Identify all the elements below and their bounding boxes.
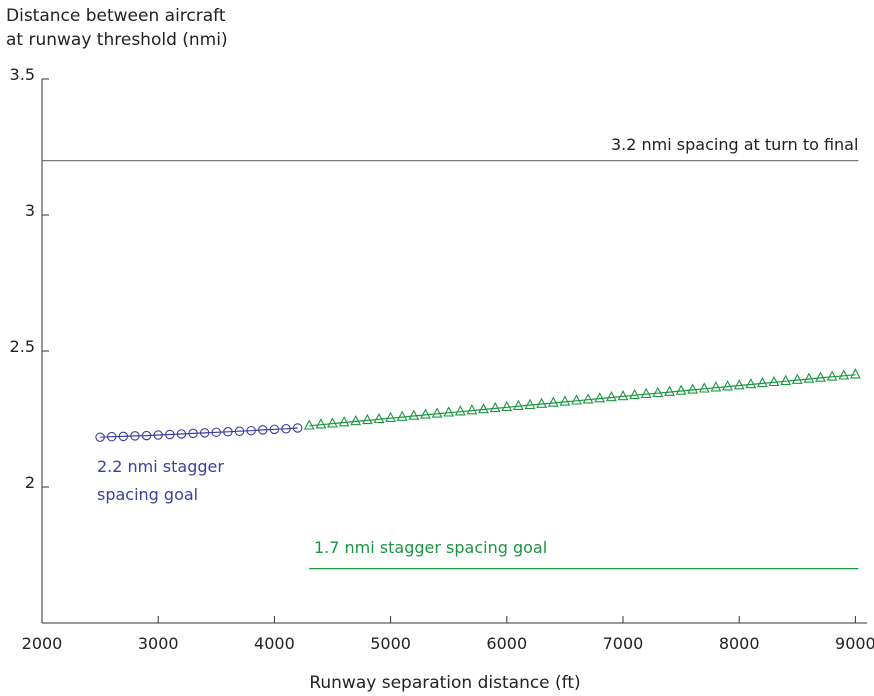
data-point-circle	[199, 428, 210, 438]
data-point-triangle	[803, 372, 815, 383]
data-point-circle	[234, 426, 245, 436]
data-point-triangle	[594, 392, 606, 403]
series-label-line-2: spacing goal	[97, 485, 198, 504]
series-label-line-1: 2.2 nmi stagger	[97, 457, 224, 476]
data-point-triangle	[640, 387, 652, 399]
data-point-triangle	[489, 401, 501, 413]
data-point-circle	[153, 430, 163, 440]
data-point-triangle	[756, 376, 768, 388]
series-triangles	[303, 368, 861, 430]
x-tick-label: 3000	[138, 634, 179, 653]
y-tick-label: 2.5	[10, 337, 35, 356]
data-point-triangle	[443, 406, 455, 417]
data-point-triangle	[501, 400, 513, 412]
data-point-circle	[258, 425, 268, 435]
x-tick-label: 4000	[254, 634, 295, 653]
data-point-circle	[269, 424, 280, 435]
data-point-circle	[281, 424, 291, 434]
series-line	[309, 374, 856, 427]
data-point-triangle	[408, 409, 420, 420]
data-point-circle	[130, 431, 140, 441]
data-point-circle	[165, 429, 175, 440]
data-point-triangle	[524, 398, 536, 409]
data-point-triangle	[478, 403, 489, 414]
data-point-triangle	[652, 386, 664, 397]
data-point-triangle	[373, 412, 385, 424]
y-tick-label: 3.5	[10, 65, 35, 84]
data-point-triangle	[536, 397, 548, 408]
x-tick-label: 5000	[370, 634, 411, 653]
data-point-triangle	[791, 373, 803, 384]
data-point-circle	[118, 431, 129, 442]
data-point-triangle	[361, 413, 373, 425]
data-point-triangle	[315, 418, 327, 429]
y-tick-label: 3	[25, 201, 35, 220]
series-circles	[95, 423, 303, 442]
data-point-triangle	[629, 388, 641, 400]
data-point-circle	[223, 427, 233, 437]
data-point-circle	[141, 430, 152, 441]
data-point-triangle	[454, 405, 466, 416]
axes: 2000 3000 4000 5000 6000 7000 8000 9000 2 2.5 3 3.5	[10, 65, 874, 653]
reference-label-stagger-goal: 1.7 nmi stagger spacing goal	[314, 538, 547, 557]
data-point-triangle	[338, 416, 350, 427]
y-axis-title-line-2: at runway threshold (nmi)	[6, 30, 228, 50]
data-point-triangle	[582, 393, 594, 404]
data-point-triangle	[431, 407, 443, 418]
data-point-triangle	[826, 370, 838, 381]
x-axis-title: Runway separation distance (ft)	[309, 673, 580, 693]
data-point-triangle	[780, 374, 792, 385]
data-point-circle	[176, 429, 187, 439]
data-point-triangle	[768, 375, 780, 387]
data-point-triangle	[675, 384, 687, 395]
x-tick-label: 2000	[22, 634, 63, 653]
data-point-circle	[188, 428, 198, 439]
data-point-triangle	[722, 380, 734, 391]
data-series	[95, 368, 861, 442]
data-point-triangle	[396, 410, 408, 421]
data-point-triangle	[327, 417, 338, 428]
data-point-circle	[211, 427, 222, 438]
x-tick-label: 7000	[603, 634, 644, 653]
data-point-circle	[292, 423, 303, 433]
x-tick-label: 9000	[835, 634, 874, 653]
series-line	[100, 427, 298, 438]
data-point-triangle	[605, 391, 617, 402]
data-point-triangle	[838, 369, 850, 380]
data-point-triangle	[303, 419, 315, 430]
data-point-triangle	[466, 404, 478, 415]
x-tick-label: 6000	[486, 634, 527, 653]
x-tick-label: 8000	[719, 634, 760, 653]
data-point-triangle	[571, 394, 582, 405]
data-point-triangle	[687, 383, 699, 394]
data-point-triangle	[698, 382, 710, 393]
data-point-circle	[95, 432, 105, 442]
data-point-triangle	[350, 415, 362, 426]
data-point-triangle	[849, 368, 861, 379]
data-point-triangle	[710, 381, 722, 392]
data-point-triangle	[547, 396, 559, 407]
y-tick-label: 2	[25, 473, 35, 492]
data-point-triangle	[815, 371, 826, 382]
data-point-triangle	[617, 390, 629, 401]
y-axis-title: Distance between aircraft at runway thre…	[6, 4, 228, 52]
data-point-circle	[106, 431, 117, 442]
data-point-triangle	[420, 408, 431, 419]
reference-label-turn-to-final: 3.2 nmi spacing at turn to final	[611, 135, 858, 154]
data-point-triangle	[664, 385, 675, 396]
data-point-triangle	[512, 399, 524, 410]
data-point-circle	[246, 425, 256, 436]
data-point-triangle	[745, 378, 757, 389]
y-axis-title-line-1: Distance between aircraft	[6, 6, 226, 26]
data-point-triangle	[559, 395, 571, 406]
data-point-triangle	[385, 411, 397, 422]
reference-lines	[42, 159, 859, 570]
data-point-triangle	[733, 379, 745, 390]
